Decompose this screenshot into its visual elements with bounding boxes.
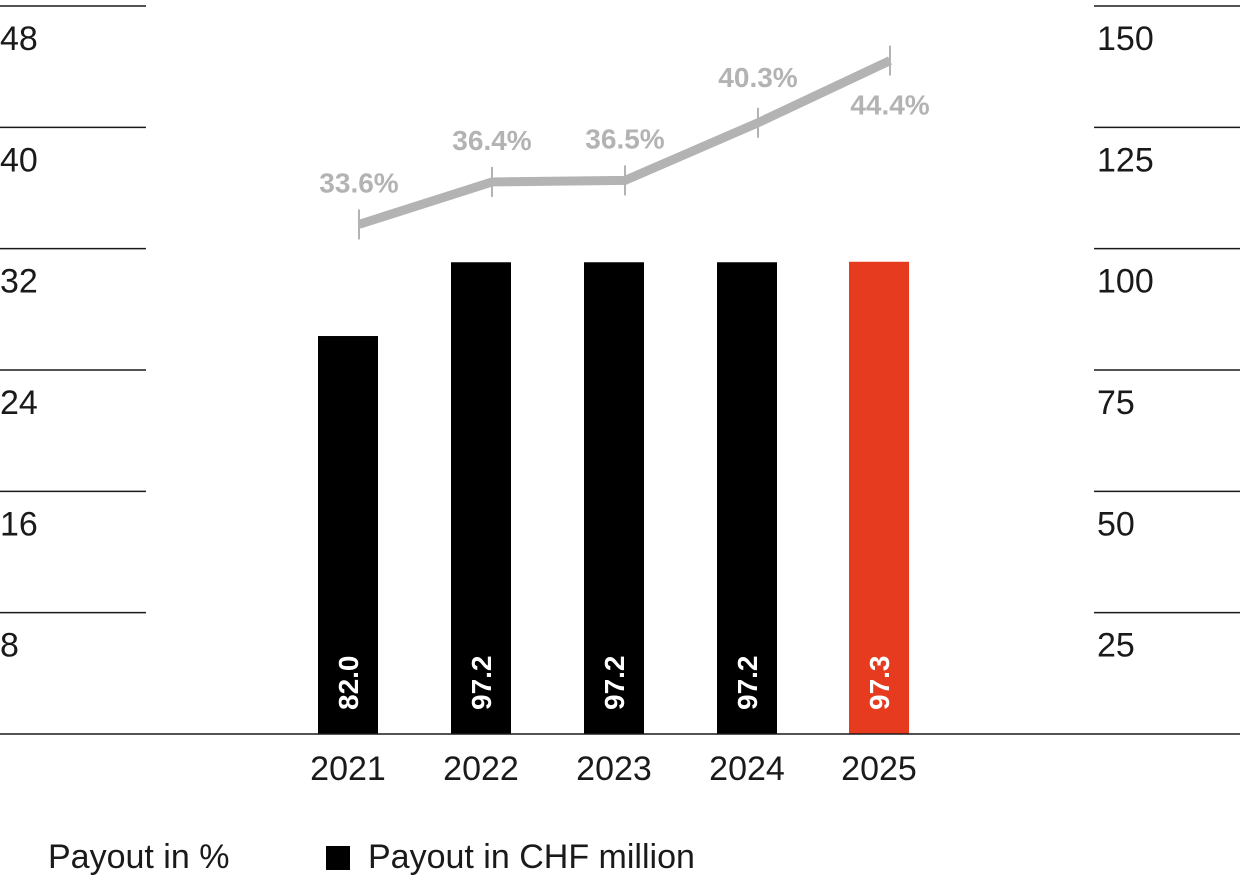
legend-label-payout-chf: Payout in CHF million: [368, 838, 695, 876]
line-value-label-2025: 44.4%: [850, 90, 929, 121]
legend-item-payout-chf: Payout in CHF million: [326, 838, 695, 877]
bar-value-label-2022: 97.2: [466, 656, 497, 711]
line-value-label-2024: 40.3%: [718, 62, 797, 93]
bar-2024: [717, 262, 777, 734]
bar-value-label-2021: 82.0: [333, 656, 364, 711]
right-axis-ticks: 150 125 100 75 50 25: [1097, 20, 1154, 665]
line-series: [357, 45, 892, 240]
line-value-label-2022: 36.4%: [452, 125, 531, 156]
legend-swatch-square-icon: [326, 845, 350, 870]
x-tick-label-2021: 2021: [310, 750, 386, 788]
left-tick-label: 16: [0, 505, 38, 543]
left-tick-label: 48: [0, 20, 38, 58]
bar-value-label-2025: 97.3: [864, 656, 895, 711]
legend-item-payout-percent: Payout in %: [48, 838, 229, 877]
bar-2025: [849, 261, 909, 734]
left-axis-ticks: 48 40 32 24 16 8: [0, 20, 38, 665]
dividend-payout-chart: 48 40 32 24 16 8 150 125 100 75 50 25 82.0 97.2 97.2…: [0, 5, 1240, 788]
bar-value-label-2024: 97.2: [732, 656, 763, 711]
line-value-label-2023: 36.5%: [585, 123, 664, 154]
right-tick-label: 150: [1097, 20, 1154, 58]
bar-series: [318, 261, 909, 734]
right-tick-label: 100: [1097, 263, 1154, 301]
left-tick-label: 40: [0, 141, 38, 179]
line-value-labels: 33.6% 36.4% 36.5% 40.3% 44.4%: [319, 62, 929, 199]
gridlines: [0, 5, 1240, 614]
right-tick-label: 50: [1097, 505, 1135, 543]
right-tick-label: 125: [1097, 141, 1154, 179]
left-tick-label: 32: [0, 263, 38, 301]
bar-value-label-2023: 97.2: [599, 656, 630, 711]
legend-label-payout-percent: Payout in %: [48, 838, 230, 876]
bar-2022: [451, 262, 511, 734]
left-tick-label: 24: [0, 384, 38, 422]
right-tick-label: 75: [1097, 384, 1135, 422]
x-axis-tick-labels: 2021 2022 2023 2024 2025: [310, 750, 917, 788]
bar-2021: [318, 336, 378, 734]
x-tick-label-2024: 2024: [709, 750, 785, 788]
x-tick-label-2025: 2025: [841, 750, 917, 788]
left-tick-label: 8: [0, 627, 19, 665]
line-value-label-2021: 33.6%: [319, 167, 398, 198]
bar-value-labels: 82.0 97.2 97.2 97.2 97.3: [333, 656, 895, 711]
x-tick-label-2023: 2023: [576, 750, 652, 788]
right-tick-label: 25: [1097, 627, 1135, 665]
x-tick-label-2022: 2022: [443, 750, 519, 788]
bar-2023: [584, 262, 644, 734]
